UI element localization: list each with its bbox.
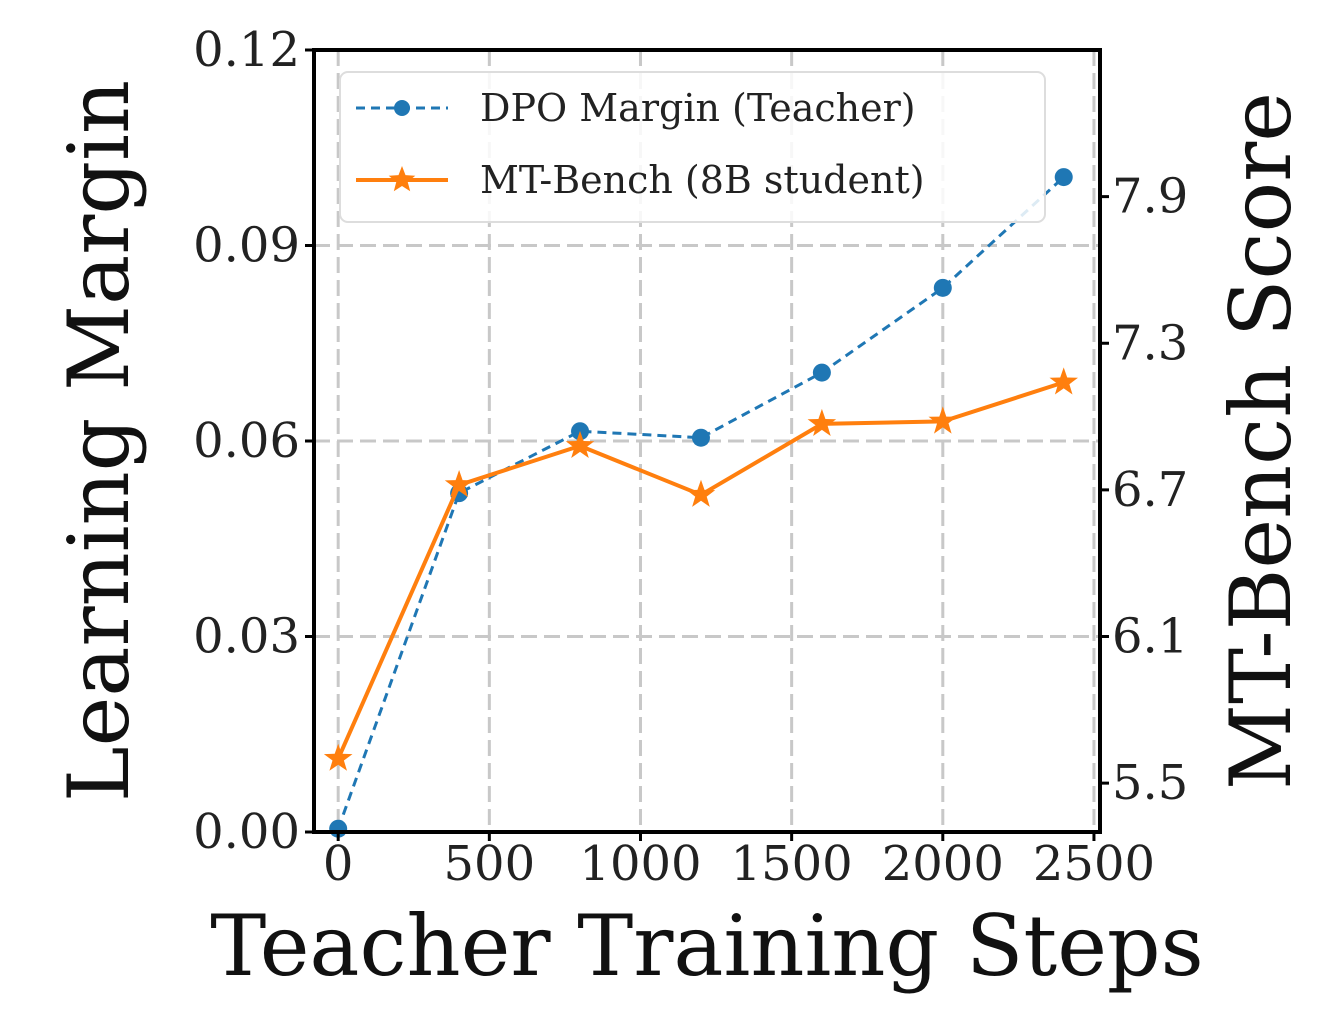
- y-axis-right-title: MT-Bench Score: [1212, 92, 1310, 790]
- y-right-tick-label: 5.5: [1112, 755, 1188, 811]
- data-point: [691, 428, 710, 447]
- data-point: [686, 479, 716, 507]
- x-tick-label: 1000: [579, 836, 701, 892]
- legend-entry-2: MT-Bench (8B student): [356, 158, 925, 202]
- data-point: [565, 430, 595, 458]
- series-1: [329, 168, 1073, 838]
- y-left-tick-label: 0.09: [193, 218, 300, 274]
- x-axis-title: Teacher Training Steps: [210, 897, 1204, 995]
- legend-marker: [388, 166, 416, 192]
- x-tick-label: 2500: [1033, 836, 1155, 892]
- data-point: [812, 363, 831, 382]
- series-2: [323, 367, 1078, 771]
- y-left-tick-label: 0.12: [193, 22, 300, 78]
- y-right-tick-label: 6.1: [1112, 609, 1188, 665]
- x-tick-label: 1500: [731, 836, 853, 892]
- x-tick-label: 500: [444, 836, 536, 892]
- legend-label: MT-Bench (8B student): [480, 158, 925, 202]
- y-right-tick-label: 6.7: [1112, 462, 1188, 518]
- legend-box: [339, 71, 1046, 223]
- y-right-tick-label: 7.3: [1112, 315, 1188, 371]
- series-line: [336, 175, 1065, 830]
- legend-marker: [394, 100, 410, 116]
- x-tick-label: 0: [323, 836, 354, 892]
- data-point: [444, 470, 474, 498]
- data-point: [1054, 168, 1073, 187]
- data-point: [933, 278, 952, 297]
- data-point: [807, 408, 837, 436]
- data-point: [928, 406, 958, 434]
- y-axis-left-title: Learning Margin: [50, 80, 148, 802]
- y-left-tick-label: 0.00: [193, 804, 300, 860]
- legend: DPO Margin (Teacher) MT-Bench (8B student…: [339, 71, 1046, 223]
- y-right-tick-label: 7.9: [1112, 169, 1188, 225]
- y-left-tick-label: 0.03: [193, 609, 300, 665]
- series-layer: [323, 168, 1078, 838]
- data-point: [323, 743, 353, 771]
- data-point: [1049, 367, 1078, 395]
- x-tick-label: 2000: [882, 836, 1004, 892]
- ticks: 0 500 1000 1500 2000 2500 0.00 0.03 0.06 0.09 0.12…: [193, 22, 1188, 892]
- legend-label: DPO Margin (Teacher): [480, 86, 916, 130]
- y-left-tick-label: 0.06: [193, 413, 300, 469]
- legend-entry-1: DPO Margin (Teacher): [356, 86, 916, 130]
